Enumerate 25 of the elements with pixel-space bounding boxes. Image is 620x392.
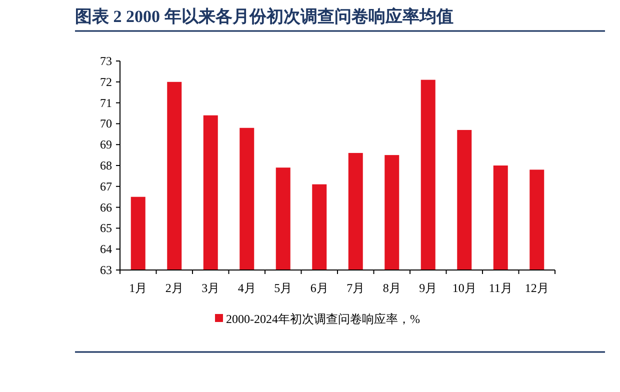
y-tick-label: 63 xyxy=(100,263,112,277)
y-tick-label: 68 xyxy=(100,158,112,172)
x-tick-label: 10月 xyxy=(452,281,476,295)
y-tick-label: 73 xyxy=(100,54,112,68)
x-tick-label: 8月 xyxy=(382,281,401,295)
y-tick-label: 66 xyxy=(100,200,112,214)
y-tick-label: 70 xyxy=(100,116,112,131)
x-tick-label: 1月 xyxy=(129,281,148,295)
x-tick-label: 9月 xyxy=(419,281,438,295)
y-tick-label: 65 xyxy=(100,221,112,236)
x-tick-label: 6月 xyxy=(310,281,328,295)
y-tick-label: 72 xyxy=(100,74,112,89)
x-tick-label: 11月 xyxy=(488,281,512,295)
x-tick-label: 7月 xyxy=(346,281,365,295)
y-tick-label: 71 xyxy=(100,96,112,110)
x-tick-label: 5月 xyxy=(274,281,292,295)
x-tick-label: 12月 xyxy=(524,281,549,295)
x-tick-label: 4月 xyxy=(238,281,256,295)
legend-label: 2000-2024年初次调查问卷响应率，% xyxy=(226,312,420,326)
y-tick-label: 64 xyxy=(100,242,112,256)
title: 图表 2 2000 年以来各月份初次调查问卷响应率均值 xyxy=(75,7,454,26)
y-tick-label: 69 xyxy=(100,138,112,152)
x-tick-label: 3月 xyxy=(202,281,220,295)
y-tick-label: 67 xyxy=(100,179,112,194)
x-tick-label: 2月 xyxy=(165,281,184,295)
